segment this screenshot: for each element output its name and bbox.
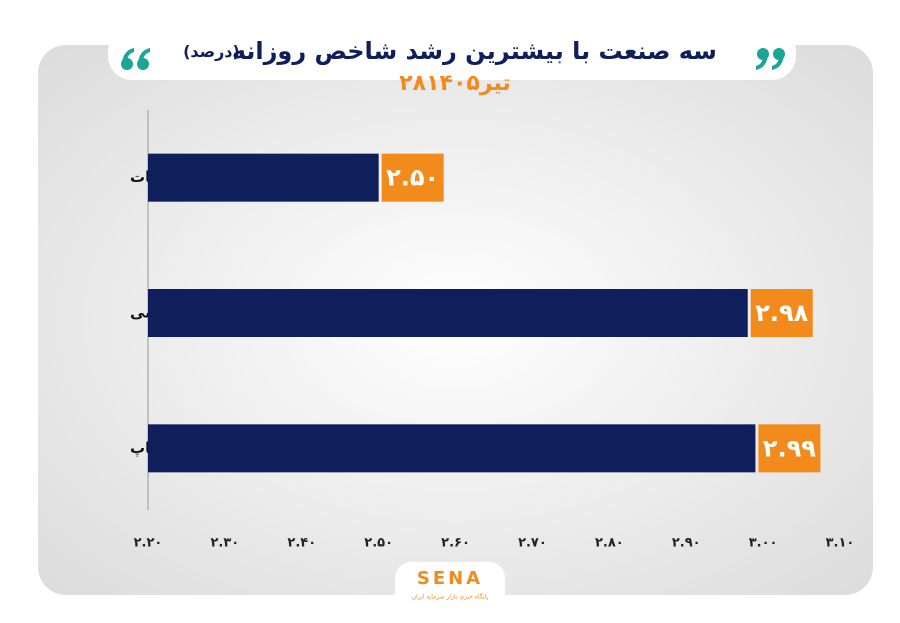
x-tick-label: ۲.۶۰ [441, 536, 470, 551]
x-tick-label: ۲.۴۰ [287, 536, 316, 551]
x-tick-label: ۳.۰۰ [749, 536, 778, 551]
title-box [108, 28, 796, 80]
bar [148, 153, 379, 202]
x-tick-label: ۲.۷۰ [518, 536, 547, 551]
logo-box [395, 562, 505, 608]
x-tick-label: ۳.۱۰ [826, 536, 855, 551]
value-label-box [381, 153, 444, 202]
value-label: ۲.۹۹ [763, 434, 816, 462]
value-label: ۲.۵۰ [386, 164, 439, 192]
value-label: ۲.۹۸ [755, 299, 808, 327]
x-tick-label: ۲.۹۰ [672, 536, 701, 551]
title: سه صنعت با بیشترین رشد شاخص روزانه(درصد) [183, 37, 717, 65]
chart-title: سه صنعت با بیشترین رشد شاخص روزانه [232, 37, 717, 65]
x-tick-label: ۲.۵۰ [364, 536, 393, 551]
x-tick-label: ۲.۸۰ [595, 536, 624, 551]
quote-marks [121, 48, 785, 70]
x-tick-label: ۲.۲۰ [134, 536, 163, 551]
bar [148, 289, 748, 337]
value-label-box [758, 424, 821, 473]
logo-text: SENA [417, 568, 483, 589]
subtitle: ۲۸تیر۱۴۰۵ [399, 71, 511, 96]
value-label-box [750, 289, 813, 337]
bar [148, 424, 756, 473]
logo-tagline: پایگاه خبری بازار سرمایه ایران [412, 593, 489, 601]
x-tick-label: ۲.۳۰ [211, 536, 240, 551]
title-unit: (درصد) [183, 42, 240, 61]
